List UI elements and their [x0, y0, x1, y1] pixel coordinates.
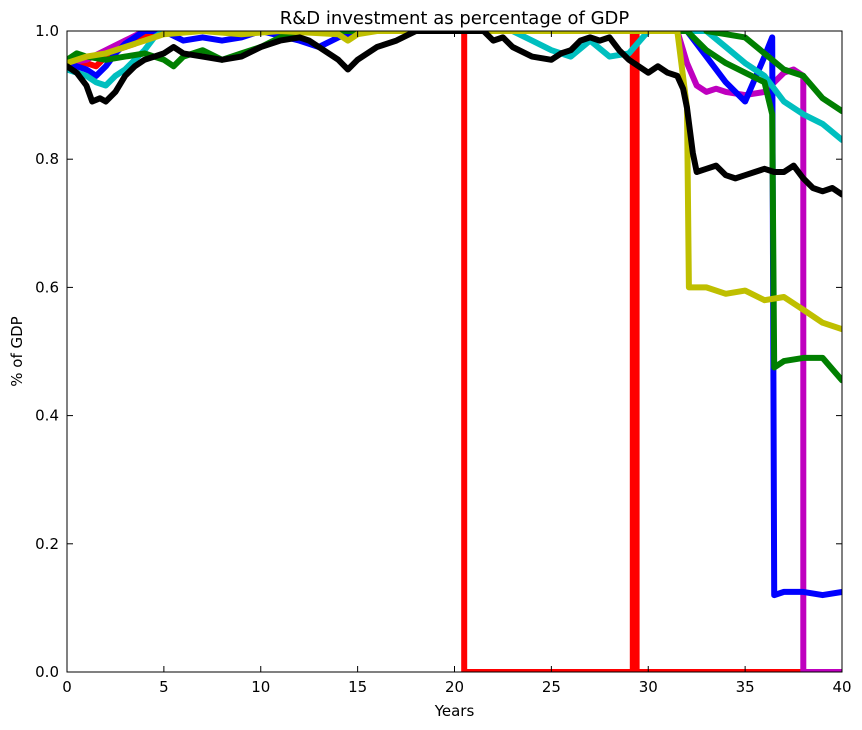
x-tick-label: 30	[639, 678, 658, 696]
x-tick-label: 0	[62, 678, 72, 696]
y-tick-label: 0.4	[35, 407, 59, 425]
series-line-8	[67, 31, 842, 198]
series-layer	[67, 31, 842, 672]
y-tick-label: 0.6	[35, 278, 59, 296]
y-axis-label: % of GDP	[8, 316, 26, 386]
y-tick-label: 1.0	[35, 22, 59, 40]
x-tick-label: 15	[348, 678, 367, 696]
series-line-4	[67, 31, 842, 143]
series-line-1	[67, 31, 842, 672]
series-line-7	[67, 31, 842, 333]
y-tick-label: 0.8	[35, 150, 59, 168]
y-tick-label: 0.2	[35, 535, 59, 553]
series-line-6	[703, 31, 842, 115]
x-axis-label: Years	[434, 702, 475, 720]
x-tick-label: 10	[251, 678, 270, 696]
chart-title: R&D investment as percentage of GDP	[280, 8, 630, 29]
x-tick-label: 5	[159, 678, 169, 696]
y-tick-label: 0.0	[35, 663, 59, 681]
plot-frame	[66, 30, 843, 673]
x-tick-label: 20	[445, 678, 464, 696]
x-tick-label: 25	[542, 678, 561, 696]
x-tick-label: 35	[736, 678, 755, 696]
x-tick-label: 40	[832, 678, 851, 696]
tick-layer: 0 5 10 15 20 25 30 35 40 0.0 0.2 0.4 0.6 0.8 1.0	[35, 22, 851, 696]
series-line-2	[67, 31, 842, 672]
series-line-3	[67, 31, 842, 599]
